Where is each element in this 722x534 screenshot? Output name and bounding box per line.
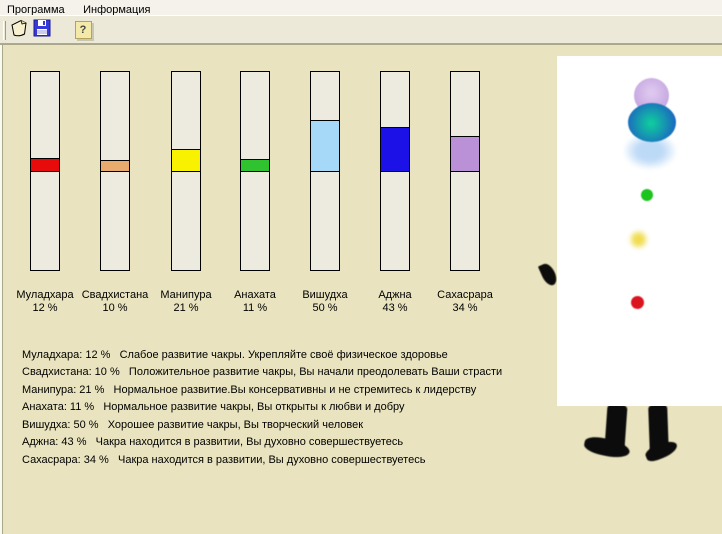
bar-percent-label: 21 % <box>173 302 199 314</box>
new-document-button[interactable] <box>10 18 30 43</box>
chakra-bar-sahasrara <box>450 71 480 271</box>
chakra-bar-vishudha <box>310 71 340 271</box>
bar-name-label: Свадхистана <box>81 289 149 301</box>
save-button[interactable] <box>32 19 52 42</box>
figure-panel <box>557 56 722 406</box>
description-line: Манипура: 21 % Нормальное развитие.Вы ко… <box>22 384 477 396</box>
description-line: Вишудха: 50 % Хорошее развитие чакры, Вы… <box>22 419 364 431</box>
chakra-bar-svadhistana <box>100 71 130 271</box>
chakra-bar-segment <box>171 149 201 172</box>
description-line: Сахасрара: 34 % Чакра находится в развит… <box>22 454 426 466</box>
description-line: Муладхара: 12 % Слабое развитие чакры. У… <box>22 349 448 361</box>
panel-edge-highlight <box>0 45 2 534</box>
root-glow <box>631 296 644 309</box>
bar-name-label: Аджна <box>378 289 412 301</box>
chakra-bar-anahata <box>240 71 270 271</box>
bar-name-label: Муладхара <box>16 289 74 301</box>
new-document-icon <box>10 18 30 43</box>
bar-name-label: Сахасрара <box>437 289 493 301</box>
chakra-bar-manipura <box>171 71 201 271</box>
chakra-bar-segment <box>30 158 60 172</box>
chakra-bar-ajna <box>380 71 410 271</box>
solar-glow <box>629 230 648 249</box>
bar-name-label: Манипура <box>160 289 212 301</box>
chakra-bar-segment <box>380 127 410 172</box>
bar-percent-label: 34 % <box>452 302 478 314</box>
description-line: Аджна: 43 % Чакра находится в развитии, … <box>22 436 404 448</box>
description-line: Свадхистана: 10 % Положительное развитие… <box>22 366 503 378</box>
chakra-bar-segment <box>100 160 130 172</box>
chakra-bar-segment <box>310 120 340 172</box>
save-floppy-icon <box>33 19 51 42</box>
bar-name-label: Анахата <box>234 289 276 301</box>
bar-name-label: Вишудха <box>302 289 348 301</box>
help-button[interactable]: ? <box>73 20 93 40</box>
bar-percent-label: 10 % <box>102 302 128 314</box>
bar-percent-label: 50 % <box>312 302 338 314</box>
bar-percent-label: 43 % <box>382 302 408 314</box>
help-icon: ? <box>74 21 92 39</box>
menu-information[interactable]: Информация <box>83 4 151 16</box>
chakra-bar-muladhara <box>30 71 60 271</box>
toolbar: ? <box>0 15 722 44</box>
chakra-bar-segment <box>240 159 270 172</box>
chakra-bar-segment <box>450 136 480 172</box>
bar-percent-label: 12 % <box>32 302 58 314</box>
bar-percent-label: 11 % <box>242 302 268 314</box>
panel-edge-shadow <box>2 45 3 534</box>
menu-bar: Программа Информация <box>0 0 722 16</box>
heart-glow <box>641 189 653 201</box>
main-panel: Муладхара Свадхистана Манипура Анахата В… <box>0 44 722 534</box>
figure-elbow-sketch <box>537 261 560 288</box>
brow-glow <box>628 103 676 142</box>
menu-program[interactable]: Программа <box>7 4 65 16</box>
description-line: Анахата: 11 % Нормальное развитие чакры,… <box>22 401 405 413</box>
toolbar-gripper <box>3 21 6 40</box>
